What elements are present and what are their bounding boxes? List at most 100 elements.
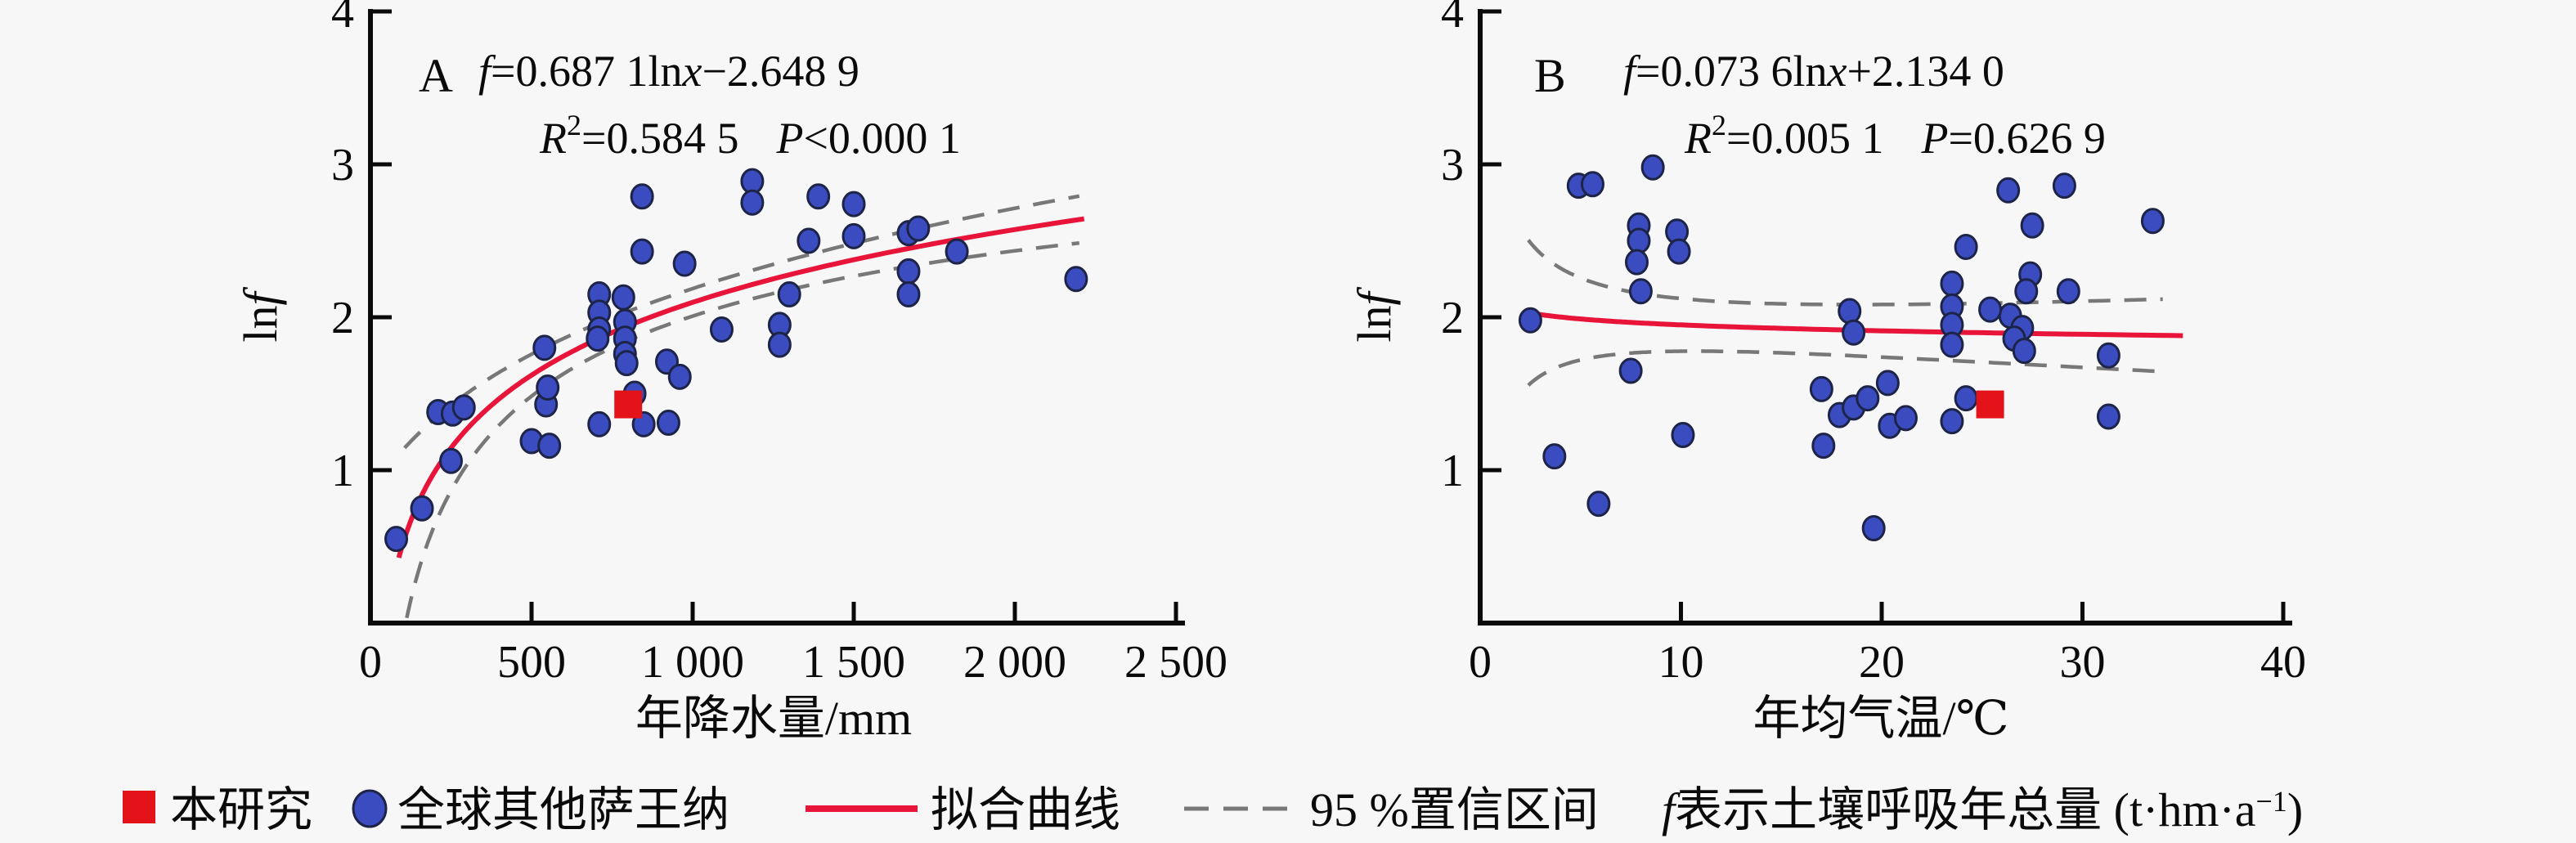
data-point — [410, 495, 434, 522]
data-point — [1940, 331, 1964, 358]
equation-x-var: x — [681, 47, 702, 96]
data-point — [1671, 421, 1695, 448]
ci-upper-curve — [403, 194, 1080, 450]
legend-note-close: ) — [2287, 783, 2303, 836]
y-tick-label: 1 — [1441, 446, 1464, 496]
data-point — [614, 350, 639, 377]
x-tick-label: 0 — [1469, 637, 1492, 688]
x-tick-label: 30 — [2060, 637, 2106, 688]
ci-upper-curve — [1527, 239, 2163, 307]
data-point — [1811, 433, 1836, 460]
data-point — [841, 222, 866, 249]
equation-tail: −2.648 9 — [702, 47, 859, 96]
stats-r-var: R — [539, 114, 567, 163]
panel-A: 0 500 1 000 1 500 2 000 2 500 1 2 3 4 年降水量/mm lnf A f… — [234, 0, 1227, 745]
legend-study-label: 本研究 — [170, 783, 312, 836]
y-tick-label: 4 — [1441, 0, 1464, 38]
x-tick-label: 1 000 — [641, 637, 744, 688]
x-axis-label: 年均气温/℃ — [1753, 692, 2009, 745]
legend-global-label: 全球其他萨王纳 — [397, 783, 729, 836]
data-point — [906, 215, 931, 242]
legend-global-circle-marker — [352, 789, 388, 828]
data-point — [1624, 249, 1649, 276]
data-point — [2140, 208, 2165, 235]
data-point — [2096, 403, 2120, 430]
data-point — [1875, 370, 1900, 397]
data-point — [630, 238, 654, 265]
data-point — [806, 183, 831, 210]
data-point — [896, 280, 921, 307]
data-point — [1838, 298, 1862, 325]
y-tick-label: 3 — [331, 140, 354, 191]
stats-p-var: P — [775, 114, 803, 163]
stats-r-value: =0.005 1 — [1726, 114, 1883, 163]
ci-lower-curve — [1527, 349, 2163, 387]
fit-statistics: R2=0.005 1 P=0.626 9 — [1684, 109, 2106, 163]
data-point — [2012, 338, 2036, 365]
x-tick-label: 1 500 — [802, 637, 905, 688]
data-point — [1586, 491, 1611, 518]
data-point — [1842, 319, 1866, 346]
data-point — [1809, 375, 1833, 402]
legend-fit-label: 拟合曲线 — [931, 783, 1120, 836]
equation-x-var: x — [1826, 47, 1847, 96]
data-point — [740, 189, 765, 216]
data-point — [740, 168, 765, 195]
data-point — [2014, 278, 2039, 305]
data-point — [1861, 515, 1886, 542]
equation-body: =0.073 6ln — [1636, 47, 1827, 96]
x-tick-label: 500 — [497, 637, 566, 688]
legend-study-square-marker — [123, 791, 155, 823]
x-tick-label: 2 000 — [963, 637, 1066, 688]
ci-lower-curve — [405, 240, 1080, 619]
data-point — [532, 334, 557, 361]
data-point — [1954, 385, 1978, 412]
y-tick-label: 2 — [331, 293, 354, 343]
stats-p-value: <0.000 1 — [803, 114, 960, 163]
data-point — [1940, 270, 1964, 297]
data-point — [2052, 173, 2076, 200]
data-point — [1628, 278, 1653, 305]
data-point — [2096, 342, 2120, 369]
equation-body: =0.687 1ln — [491, 47, 682, 96]
data-point — [1996, 177, 2021, 204]
stats-r-exponent: 2 — [567, 109, 581, 141]
y-axis-label-f: f — [1348, 287, 1401, 306]
data-point — [537, 433, 562, 460]
equation-tail: +2.134 0 — [1847, 47, 2004, 96]
data-point — [1640, 154, 1665, 181]
data-point — [631, 410, 656, 437]
x-tick-label: 10 — [1658, 637, 1704, 688]
stats-r-exponent: 2 — [1712, 109, 1726, 141]
data-point — [777, 280, 801, 307]
data-point — [1954, 233, 1978, 260]
fit-equation: f=0.687 1lnx−2.648 9 — [478, 47, 859, 96]
fit-curve — [396, 216, 1085, 558]
data-point — [2056, 278, 2080, 305]
x-tick-label: 0 — [359, 637, 382, 688]
data-point — [1064, 266, 1088, 293]
panel-letter: A — [419, 49, 453, 102]
data-point — [439, 447, 463, 474]
data-point — [1518, 307, 1542, 334]
data-point — [1627, 227, 1651, 254]
x-tick-label: 20 — [1859, 637, 1905, 688]
y-axis-label: lnf — [1348, 287, 1401, 343]
y-tick-label: 1 — [331, 446, 354, 496]
data-point — [667, 363, 692, 390]
data-point — [1580, 171, 1604, 198]
study-point — [1976, 390, 2004, 419]
data-point — [672, 250, 697, 277]
y-tick-label: 2 — [1441, 293, 1464, 343]
panel-letter: B — [1534, 49, 1566, 102]
data-point — [841, 191, 866, 217]
legend-note-text: 表示土壤呼吸年总量 (t·hm·a — [1675, 783, 2255, 836]
data-point — [2020, 212, 2044, 239]
stats-r-var: R — [1684, 114, 1712, 163]
study-point — [614, 390, 643, 419]
stats-p-var: P — [1920, 114, 1948, 163]
